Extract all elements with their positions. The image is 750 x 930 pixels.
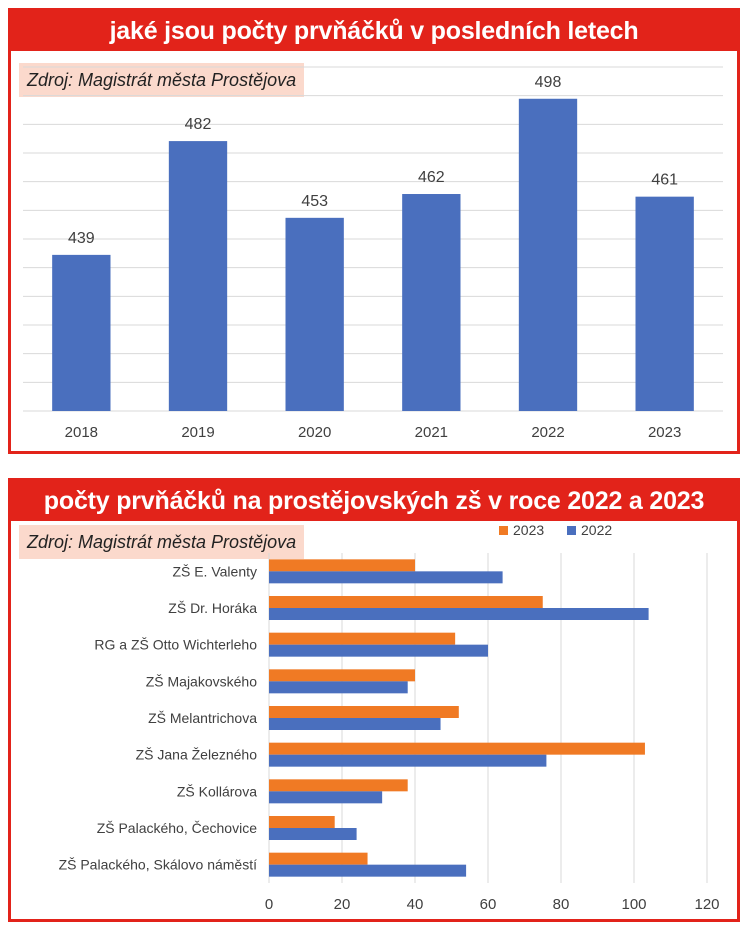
yearly-chart-title: jaké jsou počty prvňáčků v posledních le… xyxy=(11,11,737,51)
bar-2022 xyxy=(269,718,441,730)
data-label: 461 xyxy=(651,172,678,189)
bar-2022 xyxy=(269,681,408,694)
x-tick-label: 2020 xyxy=(298,424,331,441)
x-tick-label: 100 xyxy=(621,896,646,913)
grid-lines xyxy=(23,66,723,412)
legend-label: 2022 xyxy=(581,522,612,538)
bar-2022 xyxy=(269,791,383,804)
bar-2023 xyxy=(269,779,408,792)
category-label: ZŠ Palackého, Čechovice xyxy=(97,820,258,836)
bar-2022 xyxy=(269,571,503,584)
x-tick-label: 0 xyxy=(265,896,273,913)
bar-2022 xyxy=(269,828,357,840)
bar-2022 xyxy=(269,608,649,620)
bar xyxy=(168,141,228,412)
category-label: ZŠ Kollárova xyxy=(177,783,257,799)
bar-2023 xyxy=(269,596,543,608)
category-label: ZŠ Palackého, Skálovo náměstí xyxy=(59,857,258,873)
category-label: ZŠ Melantrichova xyxy=(148,710,257,726)
bar-2022 xyxy=(269,864,467,877)
x-tick-label: 120 xyxy=(694,896,719,913)
data-label: 453 xyxy=(301,193,328,210)
legend-swatch xyxy=(499,526,508,535)
x-tick-label: 20 xyxy=(334,896,351,913)
x-tick-label: 2023 xyxy=(648,424,681,441)
x-tick-label: 80 xyxy=(553,896,570,913)
x-tick-label: 2021 xyxy=(415,424,448,441)
legend-label: 2023 xyxy=(513,522,544,538)
school-chart-panel: počty prvňáčků na prostějovských zš v ro… xyxy=(8,478,740,922)
bar xyxy=(285,217,344,411)
school-chart-title: počty prvňáčků na prostějovských zš v ro… xyxy=(11,481,737,521)
bar-2023 xyxy=(269,852,368,865)
category-label: ZŠ Majakovského xyxy=(146,673,257,689)
data-label: 498 xyxy=(535,74,562,91)
x-tick-label: 2022 xyxy=(531,424,564,441)
yearly-bar-chart: 439 2018 482 2019 453 2020 462 2021 498 2022 461 20… xyxy=(23,66,723,441)
legend-swatch xyxy=(567,526,576,535)
bar-2023 xyxy=(269,632,456,645)
bar xyxy=(52,254,111,411)
bar-2022 xyxy=(269,644,488,657)
category-label: ZŠ Jana Železného xyxy=(136,747,258,763)
school-bar-chart: 0 20 40 60 80 100 120 ZŠ E. Valenty ZŠ Dr. Horák… xyxy=(59,522,720,913)
data-label: 439 xyxy=(68,230,95,247)
bar-2022 xyxy=(269,754,547,767)
x-tick-label: 40 xyxy=(407,896,424,913)
yearly-chart-panel: jaké jsou počty prvňáčků v posledních le… xyxy=(8,8,740,454)
bar-2023 xyxy=(269,706,459,718)
category-label: ZŠ Dr. Horáka xyxy=(168,600,257,616)
bar xyxy=(402,194,461,411)
bar-2023 xyxy=(269,816,335,828)
bar xyxy=(518,98,578,411)
bar-2023 xyxy=(269,742,645,755)
school-chart-source: Zdroj: Magistrát města Prostějova xyxy=(19,525,305,559)
category-label: RG a ZŠ Otto Wichterleho xyxy=(94,637,257,653)
category-label: ZŠ E. Valenty xyxy=(172,563,257,579)
bar xyxy=(635,196,694,411)
bar-2023 xyxy=(269,559,415,572)
data-label: 462 xyxy=(418,169,445,186)
data-label: 482 xyxy=(185,116,212,133)
x-tick-label: 60 xyxy=(480,896,497,913)
bar-2023 xyxy=(269,669,415,682)
x-tick-label: 2018 xyxy=(65,424,98,441)
x-tick-label: 2019 xyxy=(181,424,214,441)
yearly-chart-source: Zdroj: Magistrát města Prostějova xyxy=(19,63,305,97)
